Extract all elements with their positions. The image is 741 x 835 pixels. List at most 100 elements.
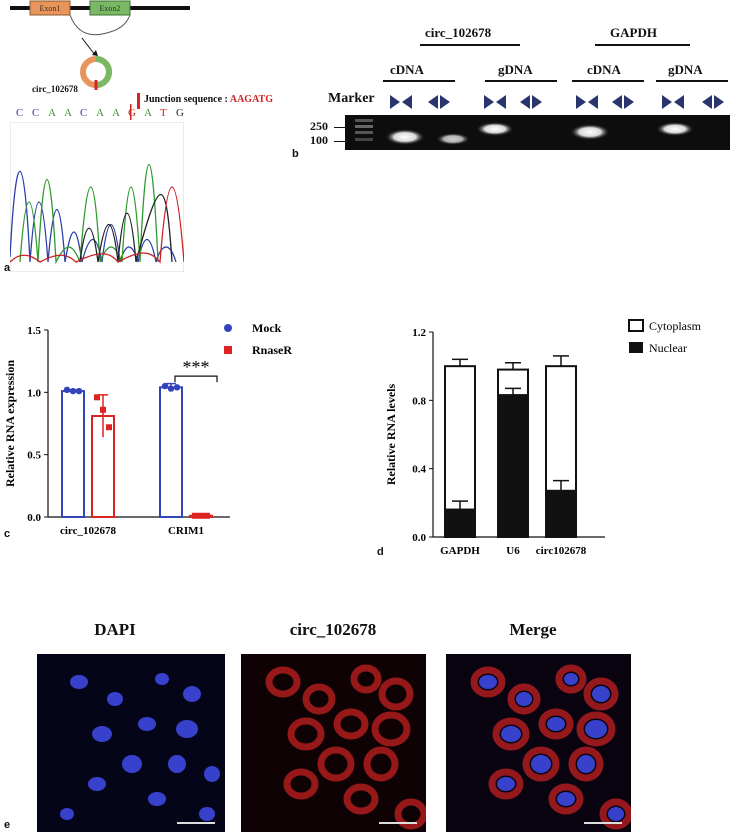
x-tick-label: CRIM1 <box>168 525 204 537</box>
primer-arrow <box>674 95 684 109</box>
circrna-arc-exon2b <box>95 71 112 88</box>
size-250-tick <box>334 127 346 128</box>
size-250: 250 <box>310 119 328 133</box>
scale-bar <box>177 822 215 824</box>
ladder-band <box>355 138 373 141</box>
gel-band-2 <box>436 133 470 145</box>
micro-image-circ <box>241 654 426 832</box>
exon1-label: Exon1 <box>40 4 61 13</box>
legend-swatch-nuclear <box>629 342 643 353</box>
micro-image-merge <box>446 654 631 832</box>
y-tick-label: 0.0 <box>27 512 41 524</box>
base-call: A <box>48 107 56 119</box>
legend-label: Cytoplasm <box>649 319 702 333</box>
nuclei-merge <box>479 673 624 821</box>
bar-cytoplasm <box>444 365 476 511</box>
panel-letter-a: a <box>4 262 11 274</box>
group-gapdh-line <box>595 44 690 46</box>
data-point <box>63 386 71 394</box>
x-tick-label: U6 <box>506 545 520 557</box>
base-call: C <box>32 107 39 119</box>
primer-arrow <box>714 95 724 109</box>
base-call: A <box>96 107 104 119</box>
group-circ-line <box>420 44 520 46</box>
group-gapdh-label: GAPDH <box>610 25 657 40</box>
nuclei-dapi <box>60 673 220 821</box>
junction-text: Junction sequence : AAGATG <box>144 94 273 105</box>
data-point <box>75 387 83 395</box>
x-tick-label: circ102678 <box>536 545 587 557</box>
lane-line-4 <box>656 80 728 82</box>
x-tick-label: GAPDH <box>440 545 480 557</box>
bar-cytoplasm <box>545 365 577 492</box>
primer-arrow <box>496 95 506 109</box>
primer-arrow <box>588 95 598 109</box>
primer-arrows <box>390 95 724 109</box>
data-point <box>204 512 210 519</box>
trace-g <box>79 193 173 263</box>
exon-diagram: Exon1 Exon2 circ_102678 <box>10 0 190 94</box>
marker-label: Marker <box>328 91 375 106</box>
gel-band-3 <box>476 122 514 136</box>
y-tick-label: 0.0 <box>412 532 426 544</box>
exon2-box <box>89 0 131 16</box>
y-tick-label: 1.5 <box>27 325 41 337</box>
y-tick-label: 0.8 <box>412 395 426 407</box>
micro-title-circ: circ_102678 <box>289 620 377 639</box>
y-axis-label: Relative RNA levels <box>384 384 398 486</box>
bar-nuclear <box>497 394 529 539</box>
cytoplasm-red-merge <box>470 664 631 830</box>
gel-band-1 <box>385 129 425 145</box>
bar <box>159 386 183 518</box>
data-point <box>161 382 169 390</box>
bar <box>61 390 85 518</box>
primer-arrow <box>532 95 542 109</box>
y-tick-label: 1.2 <box>412 327 426 339</box>
arrow-head <box>92 50 98 56</box>
base-call: A <box>64 107 72 119</box>
data-point <box>167 385 175 392</box>
panel-letter-d: d <box>377 546 384 558</box>
gel-band-5 <box>656 122 694 136</box>
primer-arrow <box>576 95 586 109</box>
exon1-box <box>29 0 71 16</box>
ladder-band <box>355 131 373 134</box>
chromatogram <box>10 122 184 272</box>
size-100-tick <box>334 141 346 142</box>
y-axis-label: Relative RNA expression <box>3 360 17 487</box>
primer-arrow <box>702 95 712 109</box>
legend-swatch-cytoplasm <box>628 319 644 332</box>
data-point <box>94 394 100 401</box>
trace-a <box>19 164 159 265</box>
legend-marker <box>224 346 232 354</box>
primer-arrow <box>402 95 412 109</box>
base-call: C <box>16 107 23 119</box>
lane-label-1: cDNA <box>390 62 424 77</box>
ladder-band <box>355 119 373 122</box>
x-tick-label: circ_102678 <box>60 525 117 537</box>
bar-nuclear <box>545 489 577 538</box>
panel-letter-c: c <box>4 528 11 540</box>
data-point <box>69 387 77 395</box>
exon2-label: Exon2 <box>100 4 121 13</box>
data-point <box>100 406 106 413</box>
legend-marker <box>224 324 232 332</box>
primer-arrow <box>662 95 672 109</box>
trace-t <box>10 186 184 264</box>
ladder-band <box>355 125 373 128</box>
data-point <box>192 512 198 519</box>
cytoplasm-red <box>265 664 426 830</box>
junction-bar <box>137 93 140 109</box>
bar-nuclear <box>444 508 476 539</box>
junction-seq: AAGATG <box>229 94 273 105</box>
panel-b: circ_102678 GAPDH cDNA gDNA cDNA gDNA Ma… <box>290 20 730 160</box>
lane-label-4: gDNA <box>668 62 703 77</box>
y-tick-label: 1.0 <box>27 387 41 399</box>
lane-line-2 <box>485 80 557 82</box>
lane-label-2: gDNA <box>498 62 533 77</box>
base-call: A <box>144 107 152 119</box>
primer-arrow <box>440 95 450 109</box>
micro-image-dapi <box>37 654 225 832</box>
legend-label: Mock <box>252 321 282 335</box>
junction-prefix: Junction sequence : <box>144 94 230 105</box>
